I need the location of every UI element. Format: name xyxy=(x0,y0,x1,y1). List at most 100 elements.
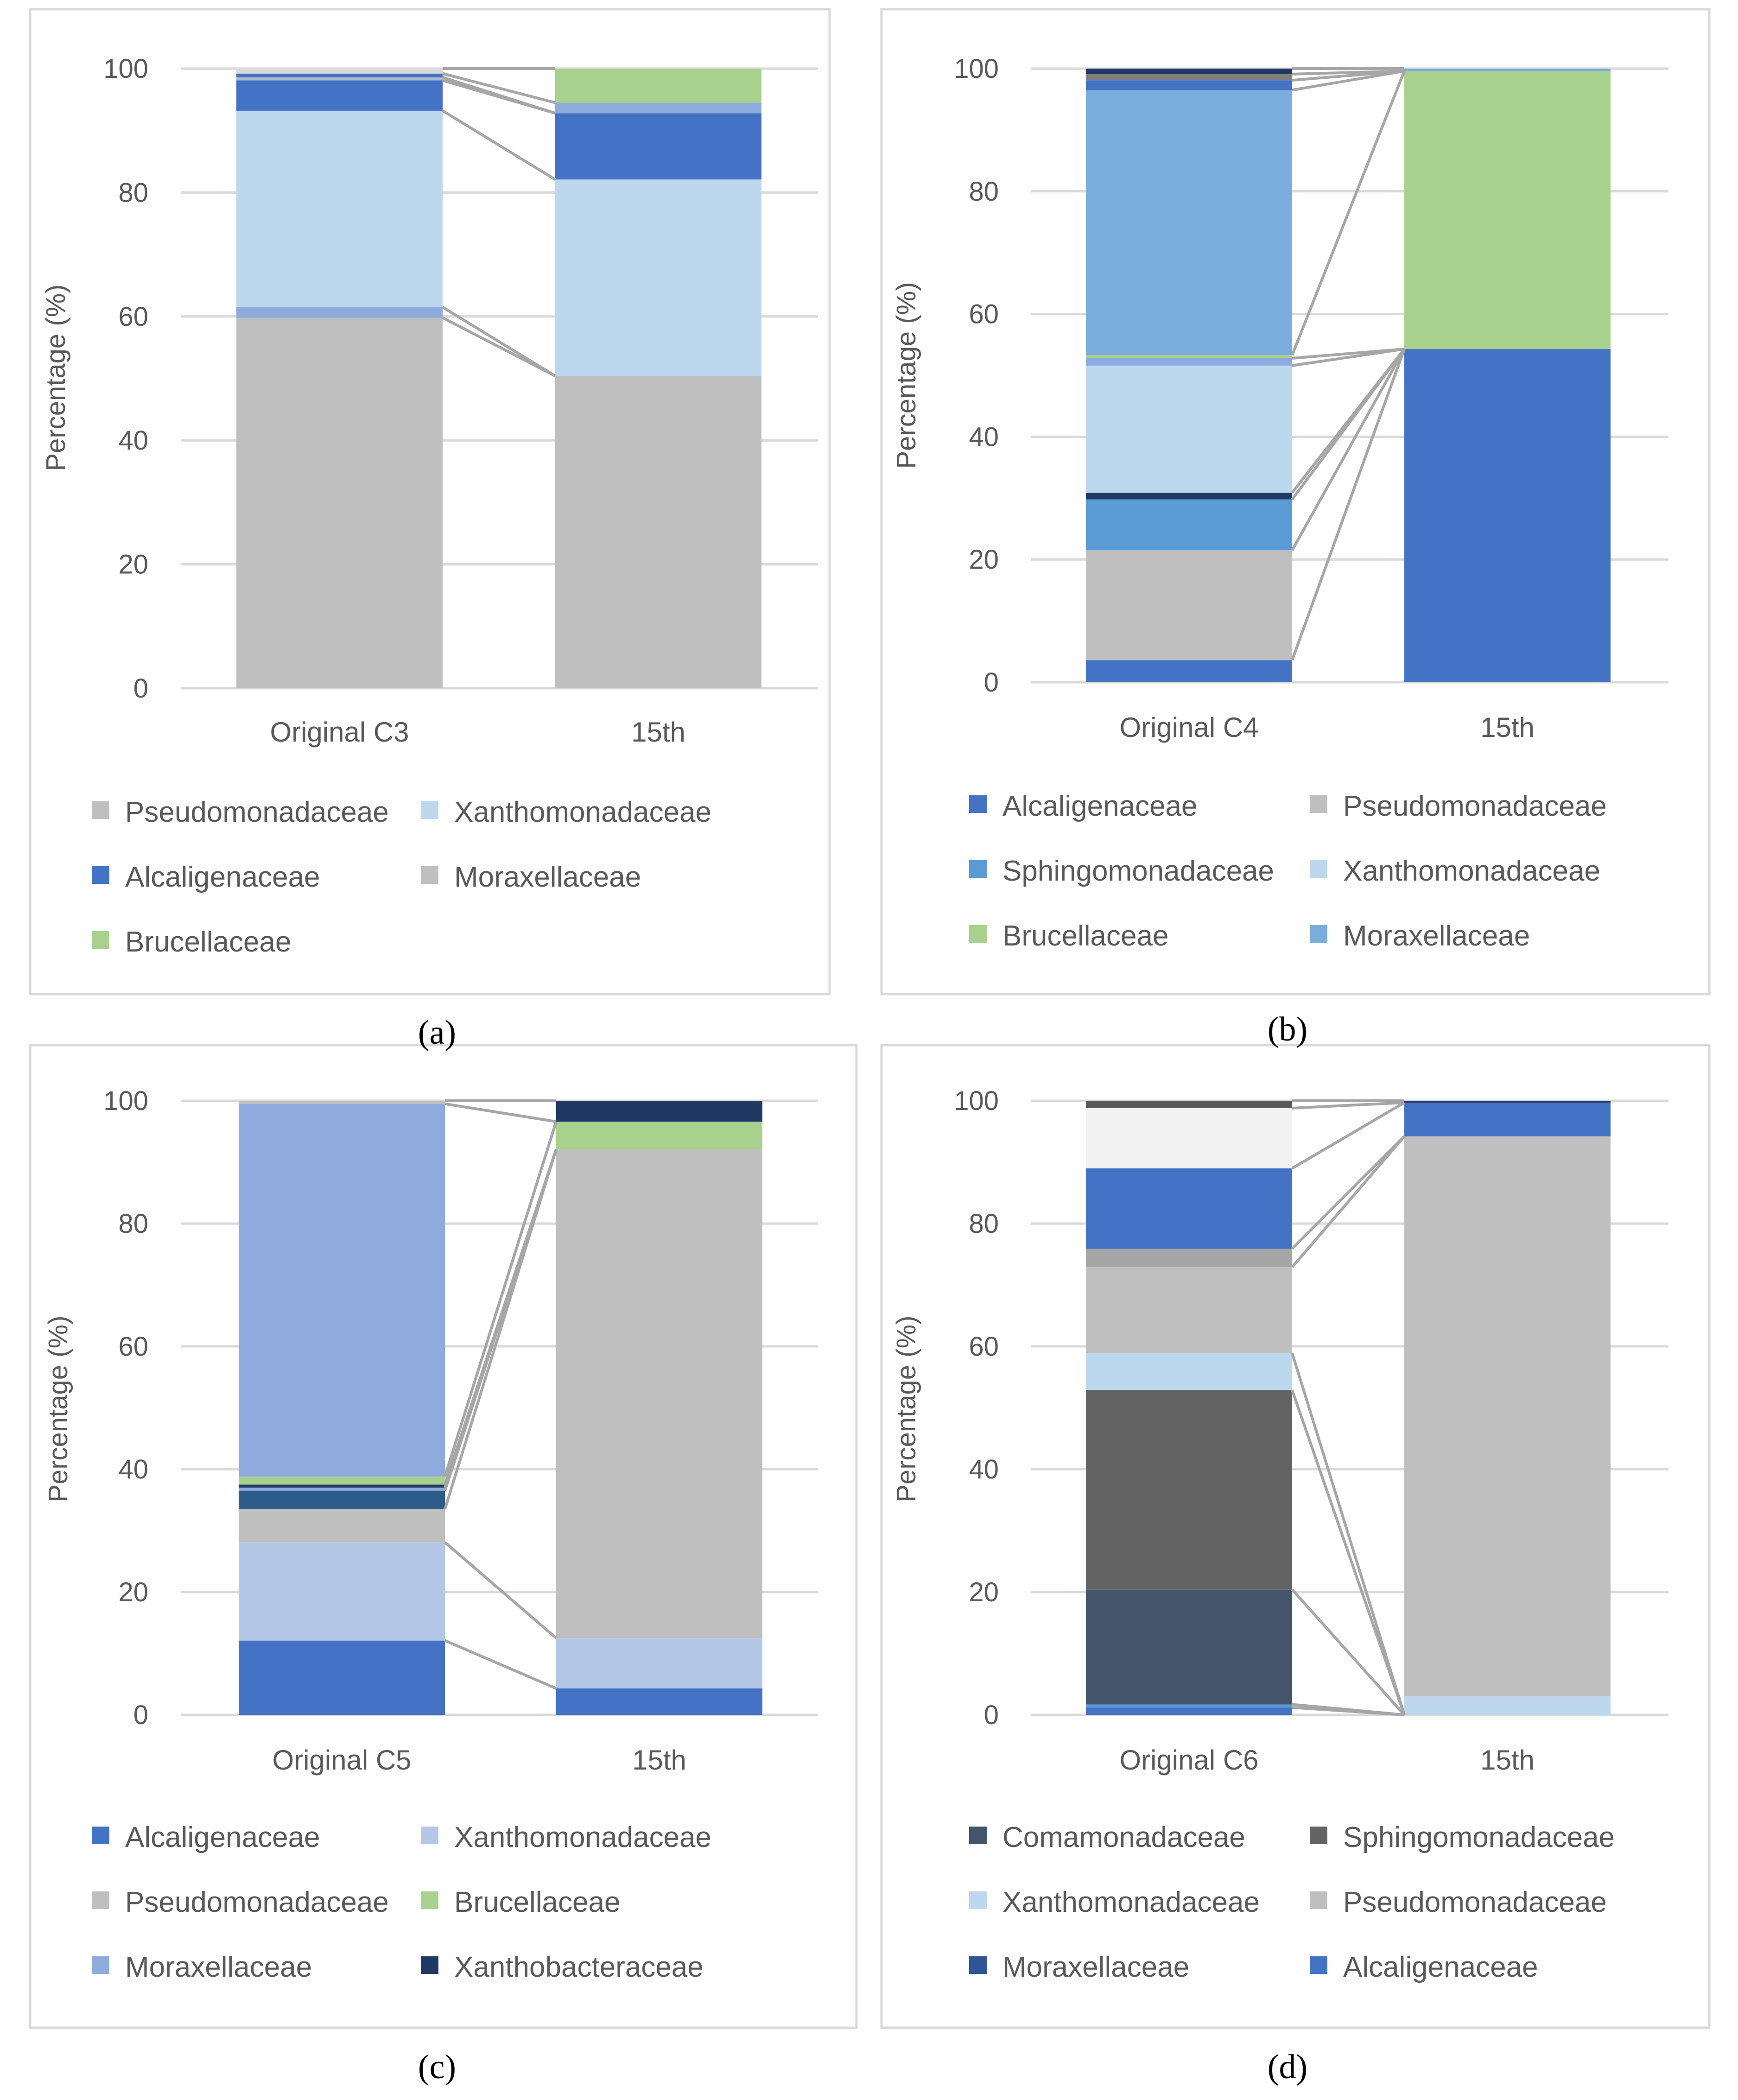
y-tick-label: 40 xyxy=(969,1454,999,1485)
bar-segment-xanthomonadaceae xyxy=(1086,1353,1292,1390)
bar-segment-pseudomonadaceae xyxy=(556,1149,762,1638)
x-category-label: 15th xyxy=(1480,712,1535,743)
y-tick-label: 60 xyxy=(969,299,999,330)
connector-line xyxy=(1291,348,1406,494)
legend-swatch xyxy=(92,866,109,884)
connector-line xyxy=(444,1121,558,1477)
legend-label: Xanthomonadaceae xyxy=(1343,855,1600,887)
legend-swatch xyxy=(92,1956,109,1974)
bar-segment-alcaligenaceae xyxy=(1404,1102,1611,1136)
bar-segment-other xyxy=(1086,1249,1292,1268)
y-tick-label: 20 xyxy=(118,1577,148,1607)
legend-label: Moraxellaceae xyxy=(454,861,641,893)
legend-swatch xyxy=(421,1956,438,1974)
bar-segment-other xyxy=(239,1101,445,1104)
y-tick-label: 80 xyxy=(118,1209,148,1239)
bar-segment-alcaligenaceae xyxy=(239,1640,445,1715)
bar-segment-other xyxy=(236,307,443,318)
x-category-label: Original C4 xyxy=(1119,712,1258,743)
bar-segment-other xyxy=(1086,1101,1292,1108)
legend-swatch xyxy=(1310,860,1327,878)
y-tick-label: 60 xyxy=(118,1332,148,1362)
connector-line xyxy=(1291,1352,1406,1715)
legend-swatch xyxy=(969,1827,987,1844)
bar-segment-other xyxy=(1086,492,1292,500)
bar-segment-pseudomonadaceae xyxy=(236,317,443,688)
bar-segment-xanthobacteraceae xyxy=(556,1101,762,1122)
y-tick-label: 40 xyxy=(969,422,999,452)
legend-label: Moraxellaceae xyxy=(125,1951,312,1983)
y-tick-label: 100 xyxy=(103,1086,148,1116)
bar-segment-xanthomonadaceae xyxy=(555,179,761,376)
bar-segment-other xyxy=(239,1485,445,1488)
legend-label: Moraxellaceae xyxy=(1002,1951,1189,1983)
y-tick-label: 40 xyxy=(118,1454,148,1485)
legend-swatch xyxy=(421,1827,438,1844)
bar-segment-xanthomonadaceae xyxy=(236,110,443,307)
legend-label: Xanthomonadaceae xyxy=(1002,1886,1260,1918)
y-tick-label: 20 xyxy=(969,545,999,575)
connector-line xyxy=(1292,70,1405,92)
legend-swatch xyxy=(421,801,438,819)
connector-line xyxy=(444,1148,558,1485)
bar-segment-xanthomonadaceae xyxy=(1086,365,1292,493)
legend-label: Pseudomonadaceae xyxy=(125,796,389,828)
bar-segment-pseudomonadaceae xyxy=(555,376,761,688)
legend-label: Brucellaceae xyxy=(125,926,291,958)
panel-label-c: (c) xyxy=(418,2048,456,2086)
connector-line xyxy=(1291,1389,1406,1715)
legend-label: Xanthobacteraceae xyxy=(454,1951,704,1983)
bar-segment-alcaligenaceae xyxy=(555,113,761,180)
legend-label: Alcaligenaceae xyxy=(125,861,320,893)
panel-label-d: (d) xyxy=(1268,2048,1307,2086)
bar-segment-alcaligenaceae xyxy=(1404,349,1611,682)
y-tick-label: 100 xyxy=(954,54,999,84)
legend-label: Alcaligenaceae xyxy=(125,1821,320,1853)
bar-segment-other xyxy=(1086,69,1292,74)
x-category-label: 15th xyxy=(631,717,685,748)
panel-label-b: (b) xyxy=(1268,1010,1307,1048)
connector-line xyxy=(1292,70,1405,76)
connector-line xyxy=(1292,1101,1405,1110)
y-axis-label: Percentage (%) xyxy=(891,282,921,469)
bar-segment-xanthomonadaceae xyxy=(556,1638,762,1689)
y-tick-label: 60 xyxy=(969,1332,999,1362)
bar-segment-moraxellaceae xyxy=(239,1104,445,1477)
panel-d: 0 20 40 60 80 100 Percentage (%) Original C6 15t… xyxy=(880,1044,1711,2029)
bar-segment-other xyxy=(1086,80,1292,90)
x-category-label: Original C6 xyxy=(1119,1745,1258,1776)
connector-line xyxy=(442,76,556,115)
legend-swatch xyxy=(1310,1827,1327,1844)
connector-line xyxy=(1291,1101,1405,1170)
connector-line xyxy=(1291,348,1406,551)
legend-swatch xyxy=(969,925,987,943)
connector-line xyxy=(444,1541,557,1639)
legend-swatch xyxy=(1310,925,1327,943)
connector-line xyxy=(1292,1703,1405,1716)
panel-a: 0 20 40 60 80 100 Percentage (%) Original C3 15t… xyxy=(29,8,831,996)
bar-segment-sphingomonadaceae xyxy=(1086,499,1292,551)
bar-segment-xanthomonadaceae xyxy=(1404,1696,1611,1715)
bar-segment-brucellaceae xyxy=(1086,355,1292,358)
connector-line xyxy=(1291,1588,1406,1716)
legend-swatch xyxy=(92,1827,109,1844)
bar-segment-brucellaceae xyxy=(556,1122,762,1149)
y-tick-label: 80 xyxy=(118,178,148,208)
panel-c: 0 20 40 60 80 100 Percentage (%) Original C5 15t… xyxy=(29,1044,858,2029)
legend-label: Moraxellaceae xyxy=(1343,920,1530,952)
legend-swatch xyxy=(1310,1891,1327,1909)
y-tick-label: 80 xyxy=(969,1209,999,1239)
bar-segment-other xyxy=(1086,74,1292,81)
y-axis-label: Percentage (%) xyxy=(891,1316,921,1503)
x-category-label: Original C5 xyxy=(272,1745,411,1776)
legend-label: Xanthomonadaceae xyxy=(454,796,711,828)
legend-label: Pseudomonadaceae xyxy=(1343,790,1607,822)
bar-segment-brucellaceae xyxy=(555,69,761,103)
y-tick-label: 0 xyxy=(133,1700,148,1730)
legend-swatch xyxy=(969,1956,987,1974)
bar-segment-pseudomonadaceae xyxy=(1086,550,1292,660)
connector-line xyxy=(1291,1135,1406,1269)
x-category-label: 15th xyxy=(632,1745,686,1776)
panel-label-a: (a) xyxy=(418,1014,456,1052)
